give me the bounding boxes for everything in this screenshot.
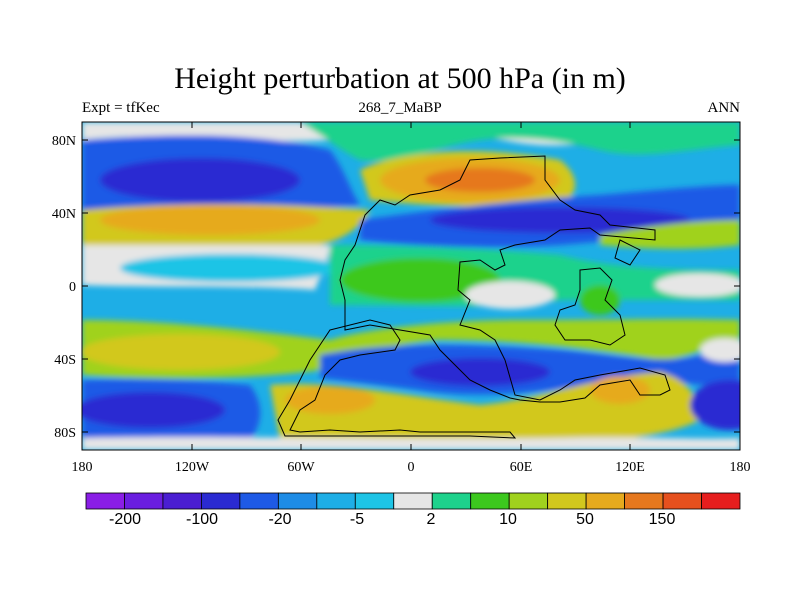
lat-tick-label: 0: [69, 280, 76, 295]
continent-outlines: [277, 155, 671, 439]
colorbar-box: [354, 492, 395, 510]
contour-patch: [580, 285, 620, 315]
lon-tick-label: 0: [408, 460, 415, 475]
colorbar-box: [662, 492, 702, 510]
lat-tick-label: 80S: [54, 426, 76, 441]
colorbar-box: [701, 492, 741, 510]
contour-patch: [700, 338, 740, 362]
contour-patch: [600, 220, 740, 249]
colorbar-label: 150: [649, 511, 676, 528]
continent-outline: [277, 319, 517, 439]
contour-patch: [82, 437, 740, 450]
subtitle-right: ANN: [707, 100, 741, 116]
continent-outline: [554, 267, 626, 346]
lon-tick-label: 120E: [615, 460, 645, 475]
lat-tick-label: 80N: [52, 134, 76, 149]
colorbar-box: [85, 492, 125, 510]
lat-tick-label: 40N: [52, 207, 76, 222]
colorbar-label: 2: [427, 511, 436, 528]
colorbar-label: -5: [350, 511, 364, 528]
contour-patch: [410, 358, 550, 386]
colorbar-box: [316, 492, 356, 510]
colorbar-box: [547, 492, 587, 510]
colorbar-box: [393, 492, 433, 510]
colorbar-boxes: [85, 492, 741, 510]
lon-tick-label: 60W: [287, 460, 315, 475]
colorbar-box: [277, 492, 318, 510]
colorbar-box: [470, 492, 510, 510]
colorbar-box: [201, 492, 241, 510]
tick-marks: [81, 122, 741, 450]
lon-tick-label: 60E: [510, 460, 533, 475]
lon-tick-label: 120W: [175, 460, 210, 475]
contour-patch: [100, 205, 320, 235]
chart-title: Height perturbation at 500 hPa (in m): [174, 62, 626, 95]
contour-patch: [465, 281, 555, 309]
colorbar-label: -20: [268, 511, 291, 528]
colorbar-label: 10: [499, 511, 517, 528]
contour-patch: [300, 122, 740, 161]
colorbar-label: 50: [576, 511, 594, 528]
colorbar-box: [162, 492, 202, 510]
colorbar-box: [508, 492, 549, 510]
subtitle-left: Expt = tfKec: [82, 100, 160, 116]
colorbar-label: -100: [186, 511, 218, 528]
colorbar-box: [585, 492, 625, 510]
contour-field: [82, 122, 740, 450]
colorbar-label: -200: [109, 511, 141, 528]
colorbar-box: [624, 492, 664, 510]
contour-patch: [82, 392, 225, 428]
contour-patch: [590, 376, 650, 404]
colorbar-box: [124, 492, 164, 510]
contour-patch: [655, 273, 740, 297]
lon-tick-label: 180: [730, 460, 751, 475]
lon-tick-label: 180: [72, 460, 93, 475]
contour-patch: [120, 254, 340, 282]
colorbar-box: [431, 492, 472, 510]
contour-patch: [100, 158, 300, 202]
continent-outline: [339, 155, 671, 403]
lat-tick-label: 40S: [54, 353, 76, 368]
contour-patch: [425, 168, 535, 192]
contour-patch: [82, 334, 280, 370]
contour-patch: [285, 386, 375, 414]
colorbar-box: [239, 492, 279, 510]
continent-outline: [614, 239, 641, 266]
contour-patch: [690, 380, 740, 430]
subtitle-center: 268_7_MaBP: [358, 100, 442, 116]
